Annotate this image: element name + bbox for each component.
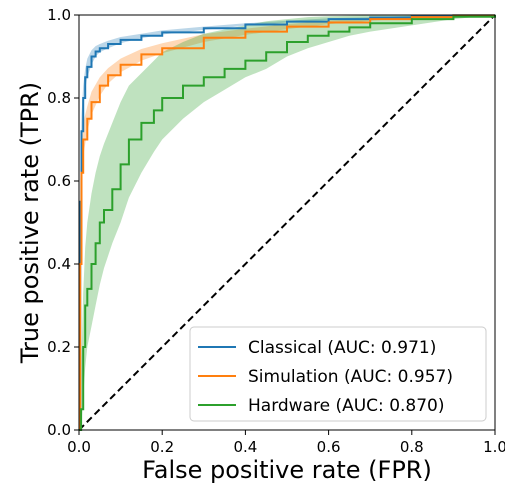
confidence-bands	[79, 15, 495, 430]
series-line-1	[79, 14, 496, 431]
series-lines	[79, 14, 496, 431]
y-tick-label: 0.4	[47, 255, 71, 273]
legend-entry-label: Simulation (AUC: 0.957)	[248, 367, 453, 387]
y-tick-label: 0.2	[47, 338, 71, 356]
plot-frame	[78, 14, 496, 431]
reference-line-group	[78, 14, 496, 431]
confidence-band-2	[79, 15, 495, 430]
y-axis-ticks: 0.0 0.2 0.4 0.6 0.8 1.0	[47, 6, 79, 439]
y-tick-label: 0.8	[47, 89, 71, 107]
legend-entry-label: Classical (AUC: 0.971)	[248, 338, 436, 358]
y-tick-label: 1.0	[47, 6, 71, 24]
x-tick-label: 0.0	[67, 438, 91, 456]
x-tick-label: 0.2	[150, 438, 174, 456]
legend: Classical (AUC: 0.971) Simulation (AUC: 0…	[189, 326, 487, 422]
x-axis-ticks: 0.0 0.2 0.4 0.6 0.8 1.0	[67, 430, 505, 456]
chance-diagonal-line	[78, 14, 496, 431]
x-tick-label: 0.4	[233, 438, 257, 456]
series-line-2	[79, 15, 496, 431]
y-tick-label: 0.6	[47, 172, 71, 190]
x-tick-label: 0.8	[400, 438, 424, 456]
x-tick-label: 1.0	[483, 438, 505, 456]
legend-entry-label: Hardware (AUC: 0.870)	[248, 396, 445, 416]
x-tick-label: 0.6	[317, 438, 341, 456]
legend-box	[189, 326, 487, 422]
x-axis-label: False positive rate (FPR)	[142, 456, 432, 484]
y-tick-label: 0.0	[47, 421, 71, 439]
y-axis-label: True positive rate (TPR)	[16, 82, 44, 364]
